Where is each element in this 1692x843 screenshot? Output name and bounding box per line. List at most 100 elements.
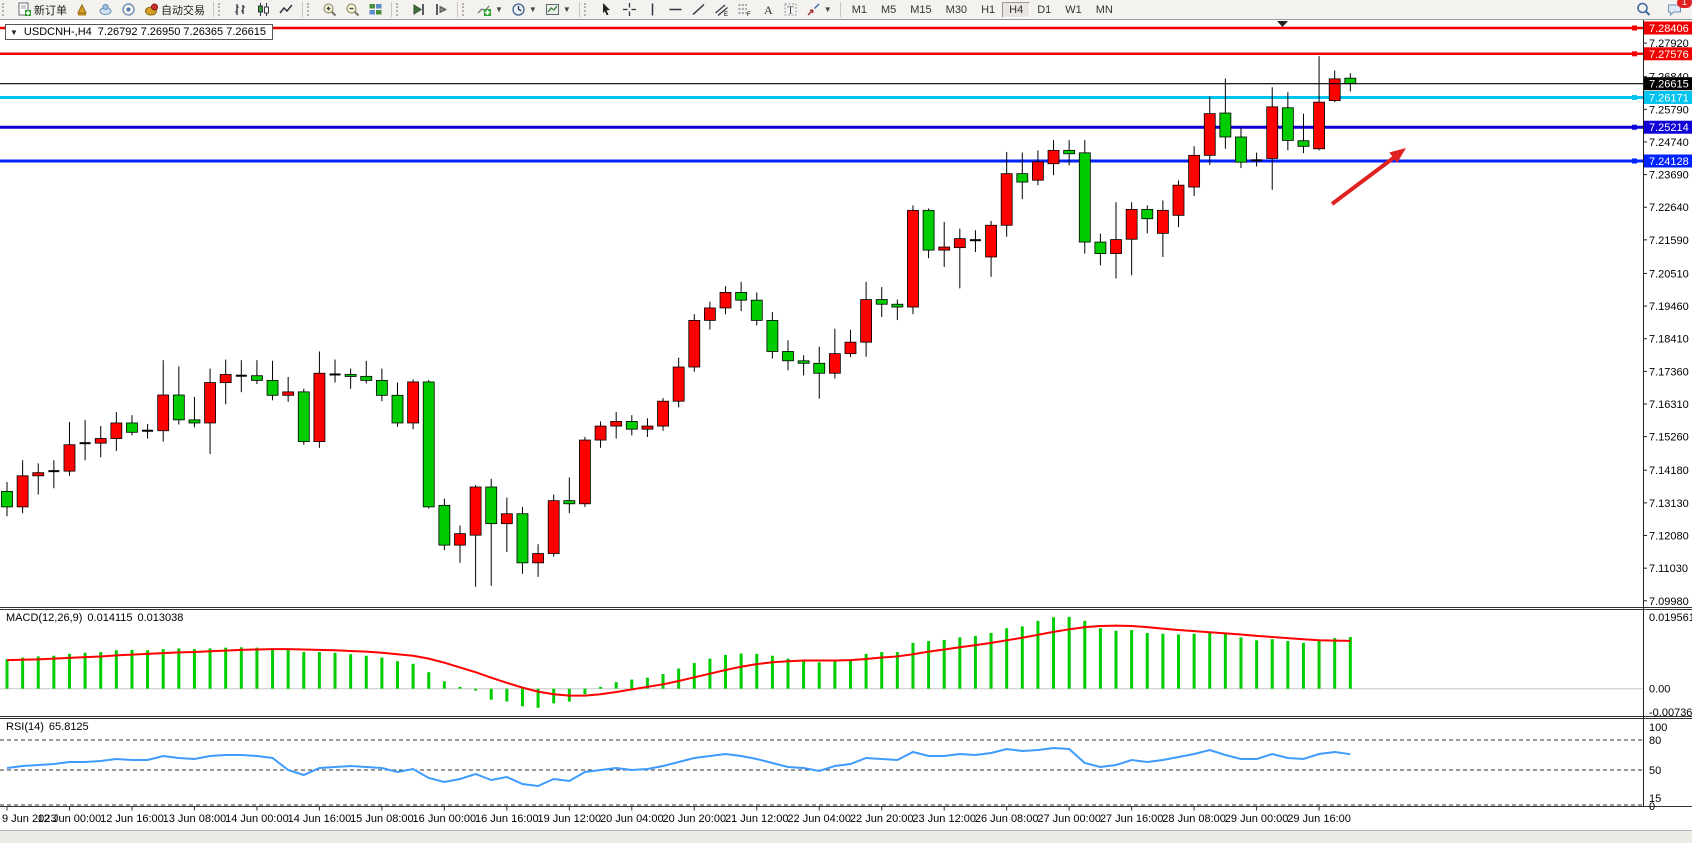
candle-bear — [735, 292, 748, 301]
price-axis[interactable]: 7.279207.268407.257907.247407.236907.226… — [1643, 21, 1692, 814]
zoom-in-button[interactable] — [318, 0, 341, 19]
autotrade-button[interactable]: 自动交易 — [140, 0, 209, 20]
trade-group: 新订单 自动交易 — [11, 0, 211, 19]
hline-handle[interactable] — [1632, 124, 1637, 130]
signals-button[interactable] — [117, 0, 140, 19]
candle-bull — [828, 353, 841, 374]
community-button[interactable] — [94, 0, 117, 19]
price-tick-label: 7.22640 — [1649, 202, 1689, 214]
arrow-shaft[interactable] — [1330, 151, 1402, 206]
timeframe-m1-button[interactable]: M1 — [851, 3, 867, 16]
candle-chart-button[interactable] — [252, 0, 275, 19]
candle-bear — [188, 419, 201, 424]
autoscroll-button[interactable] — [407, 0, 430, 19]
arrows-button[interactable]: ▼ — [802, 0, 836, 19]
toolbar-grip[interactable] — [2, 3, 9, 16]
hline-handle[interactable] — [1632, 94, 1637, 100]
price-badge-label: 7.24128 — [1649, 156, 1689, 168]
candle-bull — [32, 472, 45, 477]
price-badge — [1644, 90, 1692, 104]
candle-bear — [360, 375, 373, 381]
channel-button[interactable]: E — [710, 0, 733, 19]
price-badge — [1644, 77, 1692, 91]
chart-background — [0, 20, 1692, 843]
line-chart-button[interactable] — [275, 0, 298, 19]
notifications-button[interactable]: 1 — [1663, 0, 1692, 19]
timeframe-w1-button[interactable]: W1 — [1065, 3, 1082, 16]
crosshair-button[interactable] — [618, 0, 641, 19]
autotrade-icon — [145, 3, 158, 16]
hline-handle[interactable] — [1632, 25, 1637, 31]
timeframe-m5-button[interactable]: M5 — [880, 3, 897, 16]
toolbar-grip[interactable] — [462, 3, 469, 16]
timeframe-m30-button[interactable]: M30 — [945, 3, 968, 16]
candle-bull — [610, 421, 623, 427]
candle-bear — [172, 394, 185, 421]
dropdown-caret-icon[interactable]: ▼ — [823, 5, 832, 14]
chart-shift-button[interactable] — [430, 0, 453, 19]
chart-title-expand-icon[interactable]: ▼ — [10, 27, 18, 37]
timeframe-mn-button[interactable]: MN — [1095, 3, 1113, 16]
toolbar-separator — [391, 2, 392, 17]
search-button[interactable] — [1632, 0, 1655, 19]
arrow-head[interactable] — [1389, 148, 1406, 163]
candle-bear — [875, 299, 888, 305]
cursor-button[interactable] — [595, 0, 618, 19]
trend-arrow-annotation[interactable] — [1330, 148, 1406, 206]
candle-bear — [375, 379, 388, 396]
candle-bull — [204, 382, 216, 424]
horizontal-lines-group[interactable] — [0, 25, 1643, 164]
time-tick-label: 13 Jun 08:00 — [163, 813, 227, 825]
candle-bull — [1328, 78, 1341, 102]
trendline-button[interactable] — [687, 0, 710, 19]
chart-canvas[interactable]: 7.279207.268407.257907.247407.236907.226… — [0, 19, 1692, 843]
hline-button[interactable] — [664, 0, 687, 19]
candle-bear — [1063, 149, 1076, 155]
candle-bear — [891, 303, 904, 308]
seal-button[interactable] — [71, 0, 94, 19]
new-order-button[interactable]: 新订单 — [13, 0, 71, 20]
fibonacci-button[interactable]: F — [733, 0, 756, 19]
candle-bull — [579, 439, 591, 505]
vline-button[interactable] — [641, 0, 664, 19]
toolbar-separator — [839, 2, 841, 17]
chart-ohlc-values: 7.26792 7.26950 7.26365 7.26615 — [97, 26, 266, 38]
time-tick-label: 27 Jun 00:00 — [1037, 813, 1101, 825]
bars-icon — [235, 4, 245, 15]
tile-windows-button[interactable] — [364, 0, 387, 19]
candle-bull — [953, 238, 966, 249]
hline-handle[interactable] — [1632, 51, 1637, 57]
candle-bear — [625, 421, 638, 430]
timeframe-m15-button[interactable]: M15 — [910, 3, 932, 16]
dropdown-caret-icon[interactable]: ▼ — [495, 5, 503, 14]
bar-chart-button[interactable] — [229, 0, 252, 19]
toolbar-grip[interactable] — [396, 3, 403, 16]
toolbar-grip[interactable] — [218, 3, 225, 16]
label-button[interactable]: T — [779, 0, 802, 19]
indicators-button[interactable]: ▼ — [473, 0, 507, 19]
timeframe-d1-button[interactable]: D1 — [1037, 3, 1052, 16]
candle-bull — [532, 553, 544, 564]
timeframe-h4-button[interactable]: H4 — [1002, 1, 1031, 18]
chart-title-box[interactable]: ▼ USDCNH-,H4 7.26792 7.26950 7.26365 7.2… — [5, 24, 273, 40]
toolbar-grip[interactable] — [307, 3, 314, 16]
hline-handle[interactable] — [1632, 158, 1637, 164]
chart-area[interactable]: 7.279207.268407.257907.247407.236907.226… — [0, 19, 1692, 843]
dropdown-caret-icon[interactable]: ▼ — [562, 5, 571, 14]
chart-shift-marker-icon[interactable] — [1277, 21, 1288, 27]
toolbar-grip[interactable] — [583, 3, 591, 16]
candle-bull — [407, 381, 420, 424]
dropdown-caret-icon[interactable]: ▼ — [528, 5, 537, 14]
text-button[interactable]: A — [756, 0, 779, 19]
timeframe-h1-button[interactable]: H1 — [981, 3, 996, 16]
candle-bear — [126, 422, 138, 433]
templates-button[interactable]: ▼ — [541, 0, 575, 19]
time-tick-label: 20 Jun 04:00 — [600, 813, 664, 825]
periods-button[interactable]: ▼ — [507, 0, 541, 19]
macd-name: MACD(12,26,9) — [6, 612, 83, 624]
candle-bull — [1047, 149, 1060, 165]
price-tick-label: 7.27920 — [1649, 38, 1689, 50]
zoom-out-button[interactable] — [341, 0, 364, 19]
timeframe-group: M1 M5 M15 M30 H1 H4 D1 W1 MN — [843, 0, 1122, 19]
